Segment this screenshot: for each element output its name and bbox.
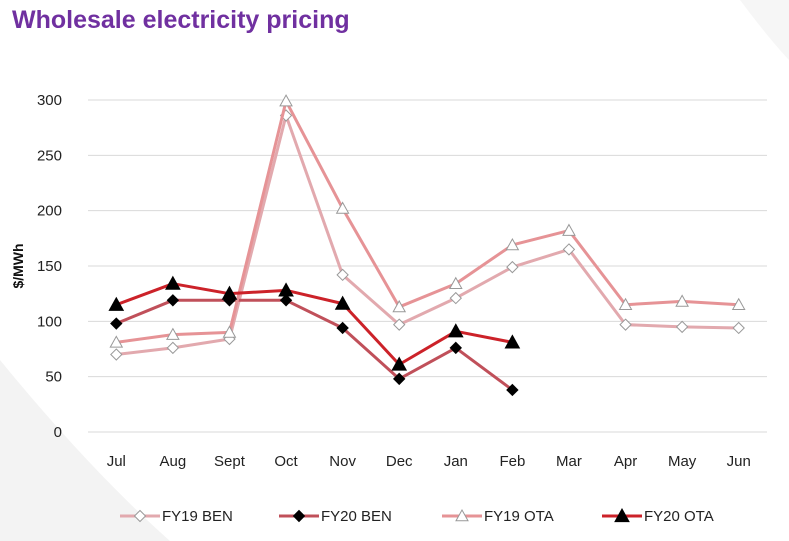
x-axis: Jul Aug Sept Oct Nov Dec Jan Feb Mar Apr May Jun — [107, 453, 751, 470]
series — [108, 94, 746, 397]
data-point — [336, 321, 349, 335]
x-tick-label: Dec — [386, 453, 413, 470]
legend-marker — [455, 508, 469, 522]
x-tick-label: May — [668, 453, 697, 470]
y-tick-label: 200 — [37, 203, 62, 220]
data-point — [675, 320, 689, 334]
data-point — [221, 285, 238, 300]
data-point — [393, 318, 406, 331]
series-fy19-ota — [109, 94, 746, 348]
series-line — [115, 298, 514, 392]
series-fy20-ben — [110, 294, 519, 397]
y-tick-label: 150 — [37, 258, 62, 275]
x-tick-label: Oct — [274, 453, 298, 470]
legend-item: FY19 BEN — [120, 508, 233, 525]
x-tick-label: Mar — [556, 453, 582, 470]
legend-label: FY20 OTA — [644, 508, 714, 525]
legend-marker — [614, 507, 630, 523]
series-fy20-ota — [108, 275, 521, 371]
y-tick-label: 0 — [54, 424, 62, 441]
data-point — [392, 299, 407, 313]
legend-label: FY20 BEN — [321, 508, 392, 525]
x-tick-label: Jul — [107, 453, 126, 470]
x-tick-label: Jan — [444, 453, 468, 470]
legend: FY19 BEN FY20 BEN FY19 OTA FY20 OTA — [120, 507, 714, 525]
data-point — [505, 237, 520, 251]
y-axis: 0 50 100 150 200 250 300 — [37, 92, 62, 441]
data-point — [675, 294, 689, 307]
data-point — [110, 348, 123, 361]
data-point — [506, 383, 519, 397]
data-point — [618, 297, 633, 311]
data-point — [222, 325, 237, 338]
data-point — [448, 276, 463, 290]
data-point — [447, 323, 464, 338]
y-tick-label: 300 — [37, 92, 62, 109]
x-tick-label: Aug — [160, 453, 187, 470]
y-tick-label: 250 — [37, 147, 62, 164]
page-title: Wholesale electricity pricing — [12, 6, 350, 34]
data-point — [279, 94, 293, 107]
legend-label: FY19 OTA — [484, 508, 554, 525]
grid — [88, 99, 767, 433]
data-point — [732, 321, 745, 335]
data-point — [562, 243, 576, 256]
data-point — [393, 372, 406, 386]
data-point — [562, 223, 576, 236]
legend-marker — [292, 509, 306, 523]
legend-item: FY20 BEN — [279, 508, 392, 525]
x-tick-label: Sept — [214, 453, 246, 470]
data-point — [110, 317, 123, 330]
x-tick-label: Jun — [727, 453, 751, 470]
data-point — [108, 296, 125, 311]
y-tick-label: 100 — [37, 313, 62, 330]
x-tick-label: Feb — [499, 453, 525, 470]
data-point — [449, 341, 462, 355]
legend-item: FY19 OTA — [442, 508, 554, 525]
data-point — [278, 282, 294, 297]
data-point — [391, 356, 408, 371]
x-tick-label: Apr — [614, 453, 637, 470]
legend-marker — [133, 509, 147, 523]
data-point — [109, 335, 124, 348]
data-point — [619, 318, 632, 331]
series-line — [116, 113, 739, 357]
data-point — [335, 201, 350, 214]
data-point — [336, 268, 349, 282]
data-point — [506, 260, 519, 274]
series-line — [115, 282, 513, 366]
legend-label: FY19 BEN — [162, 508, 233, 525]
legend-item: FY20 OTA — [602, 507, 714, 525]
y-tick-label: 50 — [45, 369, 62, 386]
data-point — [166, 341, 180, 355]
data-point — [166, 294, 180, 307]
data-point — [449, 291, 462, 305]
data-point — [165, 275, 181, 290]
data-point — [166, 327, 180, 340]
y-axis-label: $/MWh — [10, 243, 26, 288]
data-point — [731, 297, 746, 311]
series-fy19-ben — [110, 109, 745, 361]
data-point — [279, 294, 293, 307]
x-tick-label: Nov — [329, 453, 356, 470]
series-line — [116, 99, 739, 344]
data-point — [334, 295, 351, 310]
data-point — [504, 334, 521, 349]
